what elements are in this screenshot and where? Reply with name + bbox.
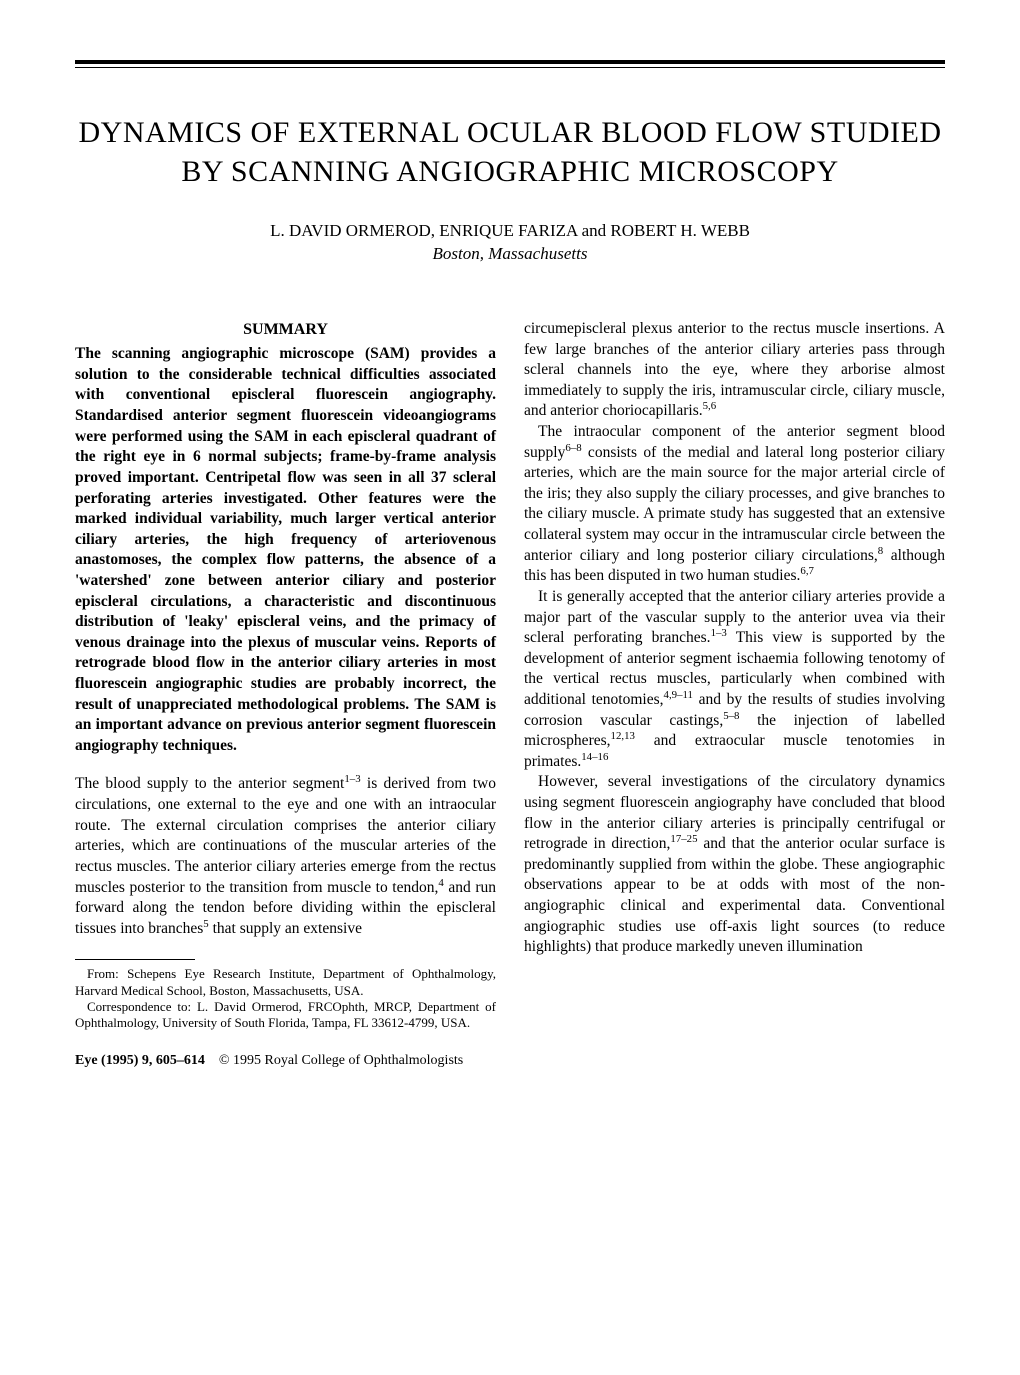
citation-sup: 6–8	[565, 442, 581, 454]
authors: L. DAVID ORMEROD, ENRIQUE FARIZA and ROB…	[75, 221, 945, 241]
text-segment: is derived from two circulations, one ex…	[75, 775, 496, 895]
citation-sup: 1–3	[711, 627, 727, 639]
left-column: SUMMARY The scanning angiographic micros…	[75, 319, 496, 1031]
text-segment: circumepiscleral plexus anterior to the …	[524, 320, 945, 419]
footnote-from: From: Schepens Eye Research Institute, D…	[75, 966, 496, 999]
footnote-rule	[75, 959, 195, 960]
article-title: DYNAMICS OF EXTERNAL OCULAR BLOOD FLOW S…	[75, 113, 945, 191]
footnote-correspondence: Correspondence to: L. David Ormerod, FRC…	[75, 999, 496, 1032]
body-paragraph: It is generally accepted that the anteri…	[524, 587, 945, 772]
citation-sup: 5,6	[703, 400, 717, 412]
text-segment: that supply an extensive	[209, 920, 362, 937]
top-rule	[75, 60, 945, 68]
body-paragraph: However, several investigations of the c…	[524, 772, 945, 957]
affiliation: Boston, Massachusetts	[75, 244, 945, 264]
citation-sup: 14–16	[581, 751, 608, 763]
summary-text: The scanning angiographic microscope (SA…	[75, 344, 496, 756]
citation-sup: 6,7	[800, 565, 814, 577]
citation-sup: 5–8	[723, 709, 739, 721]
text-segment: and that the anterior ocular surface is …	[524, 835, 945, 955]
right-column: circumepiscleral plexus anterior to the …	[524, 319, 945, 1031]
citation-sup: 17–25	[670, 833, 697, 845]
citation-sup: 1–3	[344, 773, 360, 785]
summary-heading: SUMMARY	[75, 319, 496, 340]
copyright: © 1995 Royal College of Ophthalmologists	[219, 1053, 463, 1068]
body-paragraph: circumepiscleral plexus anterior to the …	[524, 319, 945, 422]
two-column-layout: SUMMARY The scanning angiographic micros…	[75, 319, 945, 1031]
text-segment: The blood supply to the anterior segment	[75, 775, 344, 792]
intro-paragraph: The blood supply to the anterior segment…	[75, 774, 496, 939]
journal-citation: Eye (1995) 9, 605–614	[75, 1053, 205, 1068]
citation-sup: 4,9–11	[664, 689, 693, 701]
body-paragraph: The intraocular component of the anterio…	[524, 422, 945, 587]
citation-sup: 12,13	[611, 730, 635, 742]
page-footer: Eye (1995) 9, 605–614 © 1995 Royal Colle…	[75, 1053, 945, 1069]
